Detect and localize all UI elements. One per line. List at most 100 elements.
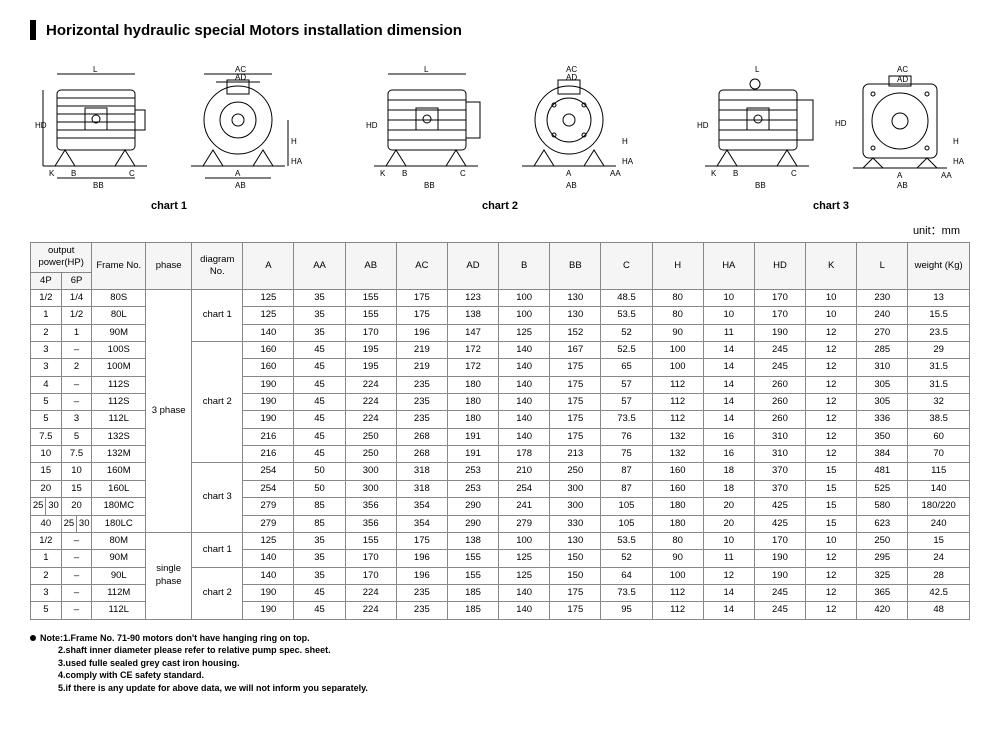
table-cell: 7.5 — [31, 428, 62, 445]
table-cell: – — [61, 550, 92, 567]
table-cell: 235 — [396, 376, 447, 393]
svg-text:A: A — [566, 169, 572, 178]
table-cell: 10 — [703, 532, 754, 549]
th-weight: weight (Kg) — [908, 243, 970, 290]
table-cell: 254 — [243, 463, 294, 480]
table-cell: 45 — [294, 342, 345, 359]
table-cell: 356 — [345, 498, 396, 515]
table-cell: 250 — [345, 446, 396, 463]
table-cell: 112M — [92, 584, 146, 601]
svg-text:AD: AD — [235, 73, 246, 82]
table-cell: 12 — [806, 376, 857, 393]
table-cell: 15 — [31, 463, 62, 480]
table-cell: 53.5 — [601, 307, 652, 324]
table-cell: 20 — [703, 515, 754, 532]
table-cell: 260 — [754, 394, 805, 411]
table-cell: 196 — [396, 324, 447, 341]
table-cell: 10 — [703, 307, 754, 324]
page-title: Horizontal hydraulic special Motors inst… — [46, 22, 462, 39]
table-cell: 175 — [550, 359, 601, 376]
table-cell: 140 — [243, 324, 294, 341]
table-cell: 224 — [345, 376, 396, 393]
table-cell: 147 — [447, 324, 498, 341]
table-cell: 365 — [857, 584, 908, 601]
table-cell: 73.5 — [601, 411, 652, 428]
table-cell: 57 — [601, 394, 652, 411]
note-line: 5.if there is any update for above data,… — [30, 682, 970, 695]
table-cell: 132M — [92, 446, 146, 463]
table-cell: 235 — [396, 584, 447, 601]
svg-text:HD: HD — [835, 119, 847, 128]
table-cell: 31.5 — [908, 359, 970, 376]
table-cell: chart 2 — [192, 342, 243, 463]
table-cell: 250 — [550, 463, 601, 480]
table-cell: 172 — [447, 342, 498, 359]
table-cell: 235 — [396, 411, 447, 428]
table-cell: 224 — [345, 411, 396, 428]
table-cell: 170 — [345, 567, 396, 584]
table-cell: 10 — [31, 446, 62, 463]
table-cell: 5 — [31, 411, 62, 428]
table-cell: 11 — [703, 324, 754, 341]
table-cell: 3 — [31, 584, 62, 601]
table-cell: 76 — [601, 428, 652, 445]
table-cell: 140 — [243, 550, 294, 567]
th-HD: HD — [754, 243, 805, 290]
svg-text:HD: HD — [366, 121, 378, 130]
table-cell: 73.5 — [601, 584, 652, 601]
table-cell: 224 — [345, 394, 396, 411]
table-cell: 190 — [754, 567, 805, 584]
table-cell: 3 — [61, 411, 92, 428]
table-cell: 140 — [499, 376, 550, 393]
svg-text:C: C — [791, 169, 797, 178]
table-cell: 112 — [652, 584, 703, 601]
table-cell: 195 — [345, 342, 396, 359]
table-cell: 12 — [806, 359, 857, 376]
diagram-group-1: L HD BB B K C AC — [35, 60, 303, 212]
dimension-table: output power(HP) Frame No. phase diagram… — [30, 242, 970, 620]
chart-label-1: chart 1 — [151, 200, 187, 212]
table-cell: 50 — [294, 463, 345, 480]
table-cell: 45 — [294, 602, 345, 619]
table-cell: 290 — [447, 498, 498, 515]
table-cell: – — [61, 342, 92, 359]
svg-text:C: C — [129, 169, 135, 178]
table-cell: 325 — [857, 567, 908, 584]
table-cell: 150 — [550, 567, 601, 584]
table-cell: 45 — [294, 359, 345, 376]
th-BB: BB — [550, 243, 601, 290]
table-cell: 310 — [754, 446, 805, 463]
table-cell: 140 — [499, 428, 550, 445]
th-4p: 4P — [31, 272, 62, 289]
table-cell: 12 — [806, 550, 857, 567]
table-cell: 48 — [908, 602, 970, 619]
table-cell: 240 — [857, 307, 908, 324]
table-cell: 24 — [908, 550, 970, 567]
table-cell: 45 — [294, 428, 345, 445]
table-row: 1/21/480S3 phasechart 112535155175123100… — [31, 290, 970, 307]
table-cell: 32 — [908, 394, 970, 411]
table-cell: 15.5 — [908, 307, 970, 324]
svg-text:H: H — [953, 137, 959, 146]
table-cell: 185 — [447, 602, 498, 619]
svg-text:AD: AD — [897, 75, 908, 84]
table-cell: 132 — [652, 428, 703, 445]
svg-text:B: B — [733, 169, 738, 178]
table-cell: 85 — [294, 515, 345, 532]
table-cell: 15 — [806, 480, 857, 497]
table-cell: 623 — [857, 515, 908, 532]
table-cell: 57 — [601, 376, 652, 393]
table-cell: 180 — [447, 411, 498, 428]
table-cell: 138 — [447, 532, 498, 549]
table-cell: 180/220 — [908, 498, 970, 515]
table-cell: 125 — [499, 567, 550, 584]
table-cell: 305 — [857, 376, 908, 393]
table-cell: 18 — [703, 463, 754, 480]
table-cell: 354 — [396, 498, 447, 515]
table-cell: 12 — [806, 342, 857, 359]
table-cell: 285 — [857, 342, 908, 359]
table-cell: 18 — [703, 480, 754, 497]
table-row: 1/2–80Msingle phasechart 112535155175138… — [31, 532, 970, 549]
th-K: K — [806, 243, 857, 290]
table-cell: 300 — [345, 480, 396, 497]
